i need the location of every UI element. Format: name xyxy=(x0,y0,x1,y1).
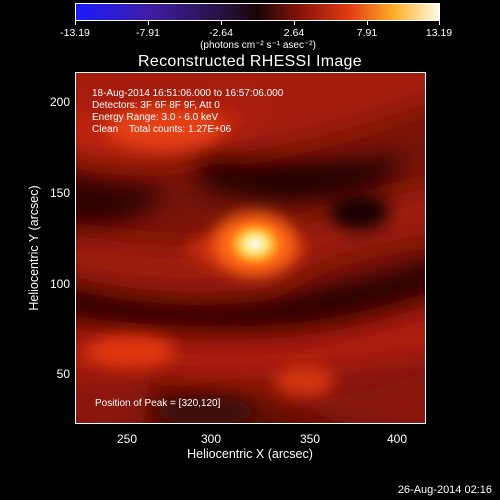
colorbar-tick-label: -13.19 xyxy=(60,27,90,39)
x-tick-label: 400 xyxy=(386,432,408,446)
colorbar-units-label: (photons cm⁻² s⁻¹ asec⁻²) xyxy=(200,40,316,51)
colorbar-tick-label: 7.91 xyxy=(356,27,378,39)
rhessi-image xyxy=(76,73,425,423)
colorbar-tick xyxy=(75,21,76,25)
colorbar xyxy=(75,3,440,21)
colorbar-tick xyxy=(221,21,222,25)
colorbar-tick-label: -7.91 xyxy=(136,27,160,39)
image-title: Reconstructed RHESSI Image xyxy=(138,53,362,70)
clean-counts-text: Clean Total counts: 1.27E+06 xyxy=(92,124,232,135)
x-tick-label: 350 xyxy=(299,432,321,446)
colorbar-tick xyxy=(439,21,440,25)
energy-range-text: Energy Range: 3.0 - 6.0 keV xyxy=(92,112,219,123)
x-axis-label: Heliocentric X (arcsec) xyxy=(187,447,313,461)
y-tick-label: 150 xyxy=(49,186,70,200)
x-tick-label: 300 xyxy=(200,432,222,446)
time-range-text: 18-Aug-2014 16:51:06.000 to 16:57:06.000 xyxy=(92,88,284,99)
colorbar-tick-label: 13.19 xyxy=(425,27,453,39)
colorbar-tick xyxy=(367,21,368,25)
colorbar-tick-label: 2.64 xyxy=(283,27,305,39)
colorbar-gradient xyxy=(76,4,439,20)
peak-position-text: Position of Peak = [320,120] xyxy=(95,398,221,409)
y-tick-label: 200 xyxy=(49,95,70,109)
colorbar-tick xyxy=(148,21,149,25)
colorbar-tick-label: -2.64 xyxy=(209,27,233,39)
y-tick-label: 100 xyxy=(49,277,70,291)
y-axis-label: Heliocentric Y (arcsec) xyxy=(27,185,41,311)
detectors-text: Detectors: 3F 6F 8F 9F, Att 0 xyxy=(92,100,220,111)
timestamp: 26-Aug-2014 02:16 xyxy=(397,484,492,496)
colorbar-tick xyxy=(294,21,295,25)
y-tick-label: 50 xyxy=(56,367,70,381)
image-plot-area xyxy=(75,72,426,424)
x-tick-label: 250 xyxy=(116,432,138,446)
